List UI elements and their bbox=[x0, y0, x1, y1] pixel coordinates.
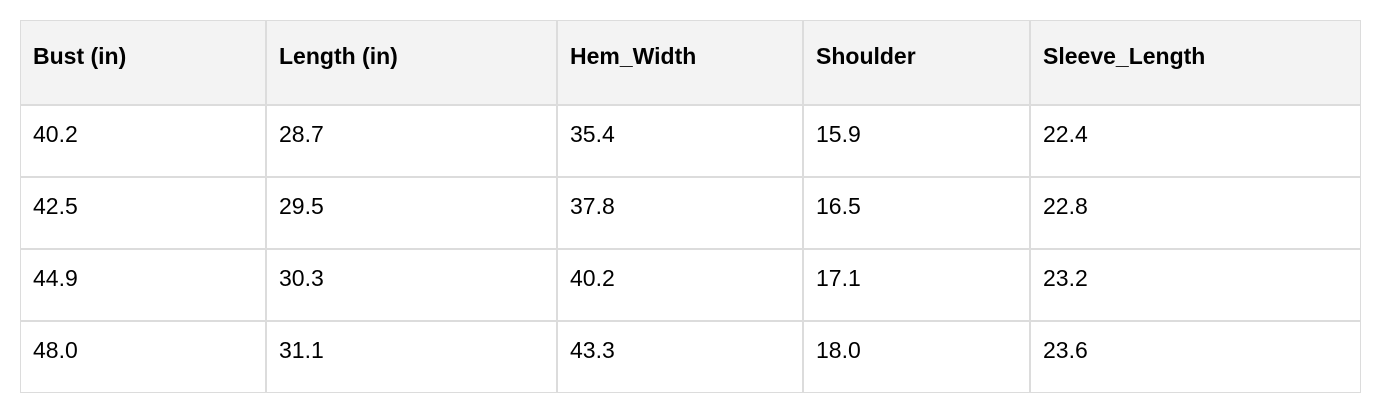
table-cell: 43.3 bbox=[557, 321, 803, 393]
header-row: Bust (in) Length (in) Hem_Width Shoulder Sle… bbox=[20, 20, 1361, 105]
table-cell: 37.8 bbox=[557, 177, 803, 249]
table-cell: 22.8 bbox=[1030, 177, 1361, 249]
table-cell: 40.2 bbox=[557, 249, 803, 321]
table-row: 42.5 29.5 37.8 16.5 22.8 bbox=[20, 177, 1361, 249]
table-cell: 31.1 bbox=[266, 321, 557, 393]
table-cell: 28.7 bbox=[266, 105, 557, 177]
table-row: 48.0 31.1 43.3 18.0 23.6 bbox=[20, 321, 1361, 393]
table-cell: 44.9 bbox=[20, 249, 266, 321]
table-cell: 35.4 bbox=[557, 105, 803, 177]
column-header: Hem_Width bbox=[557, 20, 803, 105]
measurements-table: Bust (in) Length (in) Hem_Width Shoulder Sle… bbox=[20, 20, 1361, 393]
table-cell: 23.2 bbox=[1030, 249, 1361, 321]
table-cell: 17.1 bbox=[803, 249, 1030, 321]
table-cell: 48.0 bbox=[20, 321, 266, 393]
table-cell: 22.4 bbox=[1030, 105, 1361, 177]
table-row: 40.2 28.7 35.4 15.9 22.4 bbox=[20, 105, 1361, 177]
table-row: 44.9 30.3 40.2 17.1 23.2 bbox=[20, 249, 1361, 321]
table-cell: 18.0 bbox=[803, 321, 1030, 393]
table-cell: 16.5 bbox=[803, 177, 1030, 249]
table-cell: 23.6 bbox=[1030, 321, 1361, 393]
column-header: Shoulder bbox=[803, 20, 1030, 105]
column-header: Sleeve_Length bbox=[1030, 20, 1361, 105]
table-cell: 30.3 bbox=[266, 249, 557, 321]
table-cell: 42.5 bbox=[20, 177, 266, 249]
table-cell: 40.2 bbox=[20, 105, 266, 177]
column-header: Length (in) bbox=[266, 20, 557, 105]
column-header: Bust (in) bbox=[20, 20, 266, 105]
table-cell: 29.5 bbox=[266, 177, 557, 249]
table-cell: 15.9 bbox=[803, 105, 1030, 177]
